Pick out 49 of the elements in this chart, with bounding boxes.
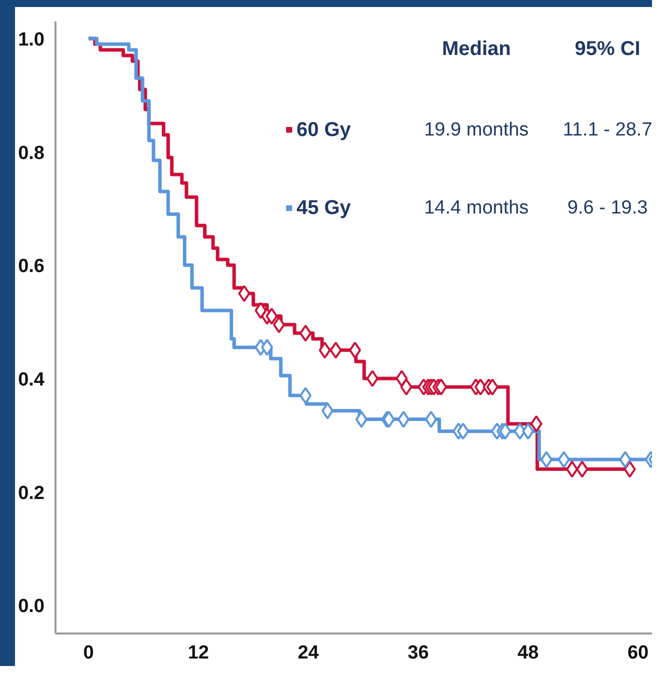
legend-label: 60 Gy bbox=[296, 118, 352, 141]
point bbox=[322, 402, 334, 420]
point bbox=[619, 451, 632, 468]
point bbox=[349, 342, 362, 359]
point bbox=[514, 422, 526, 440]
x-tick-label: 0 bbox=[83, 642, 94, 664]
point bbox=[558, 451, 570, 468]
point bbox=[457, 422, 470, 440]
point bbox=[425, 410, 438, 428]
x-tick-label: 36 bbox=[408, 642, 429, 664]
annotation: 95% CI bbox=[574, 38, 640, 60]
point bbox=[261, 338, 274, 356]
x-tick-label: 48 bbox=[518, 642, 539, 664]
point bbox=[355, 410, 368, 428]
annotation: 14.4 months bbox=[424, 198, 529, 219]
point bbox=[330, 342, 342, 359]
x-tick-label: 12 bbox=[188, 642, 209, 664]
point bbox=[474, 378, 486, 396]
annotation: 19.9 months bbox=[424, 119, 529, 140]
point bbox=[300, 387, 312, 404]
point bbox=[624, 460, 636, 478]
point bbox=[435, 378, 448, 396]
point bbox=[576, 460, 588, 478]
y-tick-label: 1.0 bbox=[18, 30, 45, 50]
legend-label: 45 Gy bbox=[296, 197, 352, 220]
point bbox=[499, 422, 512, 440]
point bbox=[540, 451, 552, 468]
x-tick-label: 24 bbox=[298, 642, 320, 664]
point bbox=[318, 342, 331, 359]
point bbox=[566, 460, 578, 478]
point bbox=[486, 378, 498, 396]
point bbox=[272, 316, 285, 334]
y-tick-label: 0.6 bbox=[18, 256, 45, 278]
annotation: Median bbox=[442, 38, 511, 60]
y-tick-label: 0.2 bbox=[18, 482, 45, 504]
y-tick-label: 0.0 bbox=[18, 596, 45, 618]
point bbox=[530, 415, 542, 432]
x-tick-label: 60 bbox=[627, 642, 649, 664]
annotation: 11.1 - 28.7 bbox=[562, 119, 652, 140]
y-tick-label: 0.8 bbox=[18, 142, 45, 164]
point bbox=[398, 410, 410, 428]
y-tick-label: 0.4 bbox=[18, 370, 45, 390]
point bbox=[238, 285, 250, 302]
point bbox=[266, 308, 278, 325]
point bbox=[522, 422, 534, 440]
annotation: 9.6 - 19.3 bbox=[567, 198, 648, 219]
point bbox=[400, 378, 412, 396]
point bbox=[366, 370, 378, 387]
point bbox=[300, 324, 312, 342]
